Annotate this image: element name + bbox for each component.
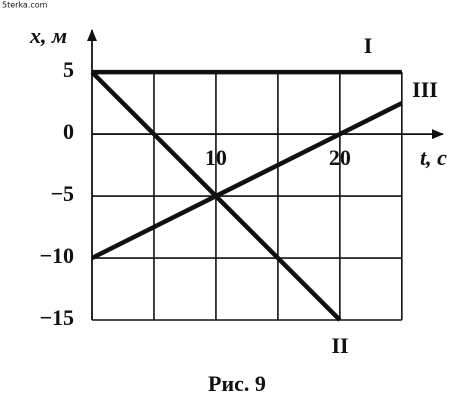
data-line xyxy=(90,101,403,261)
x-tick-label: 20 xyxy=(329,145,351,170)
y-tick-label: 5 xyxy=(63,57,74,82)
caption: Рис. 9 xyxy=(208,371,266,396)
x-axis-label: t, с xyxy=(420,145,447,170)
y-tick-label: −15 xyxy=(39,305,74,330)
y-tick-label: −10 xyxy=(39,243,74,268)
y-axis-label: x, м xyxy=(29,23,67,48)
x-tick-label: 10 xyxy=(205,145,227,170)
y-tick-label: −5 xyxy=(50,181,74,206)
series-label: III xyxy=(412,77,438,102)
series-label: II xyxy=(331,333,348,358)
watermark: 5terka.com xyxy=(2,1,48,10)
y-tick-label: 0 xyxy=(63,119,74,144)
series-label: I xyxy=(364,33,373,58)
